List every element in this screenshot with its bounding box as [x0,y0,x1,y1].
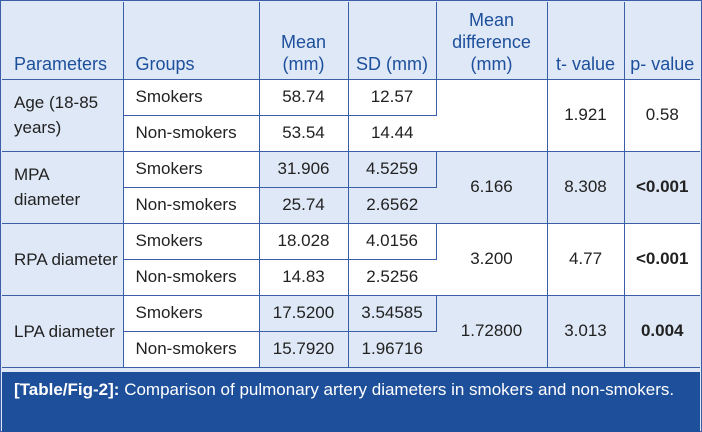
parameter-cell: RPA diameter [2,223,124,296]
sd-cell: 4.0156 [348,223,437,260]
sd-cell: 14.44 [348,115,436,152]
mean-cell: 15.7920 [259,331,349,368]
table-row: MPA diameter Smokers 31.906 4.5259 6.166… [2,151,700,224]
group-cell: Non-smokers [123,259,260,296]
sd-cell: 1.96716 [348,331,436,368]
p-value-cell: <0.001 [624,223,700,296]
table-row: Non-smokers 53.54 14.44 [2,115,700,152]
group-cell: Smokers [123,151,260,188]
sd-cell: 2.6562 [348,187,436,224]
mean-cell: 53.54 [259,115,349,152]
comparison-table: Parameters Groups Mean (mm) SD (mm) Mean… [2,2,700,368]
header-row: Parameters Groups Mean (mm) SD (mm) Mean… [2,2,700,80]
table-row: LPA diameter Smokers 17.5200 3.54585 1.7… [2,295,700,368]
t-value-cell: 3.013 [547,295,625,368]
caption-text: Comparison of pulmonary artery diameters… [124,380,675,399]
table-row: Non-smokers 14.83 2.5256 [2,259,700,296]
header-mean-difference: Mean difference (mm) [436,2,548,80]
mean-cell: 14.83 [259,259,349,296]
group-cell: Non-smokers [123,187,260,224]
sd-cell: 4.5259 [348,151,437,188]
group-cell: Non-smokers [123,331,260,368]
mean-cell: 17.5200 [259,295,349,332]
group-cell: Smokers [123,295,260,332]
header-groups: Groups [123,2,260,80]
parameter-cell: MPA diameter [2,151,124,224]
table-row: Non-smokers 25.74 2.6562 [2,187,700,224]
table-row: Non-smokers 15.7920 1.96716 [2,331,700,368]
caption-tag: [Table/Fig-2]: [14,380,120,399]
parameter-cell: LPA diameter [2,295,124,368]
sd-cell: 3.54585 [348,295,437,332]
header-parameters: Parameters [2,2,124,80]
t-value-cell: 8.308 [547,151,625,224]
mean-difference-cell: 3.200 [436,223,548,296]
mean-cell: 31.906 [259,151,349,188]
figure-caption: [Table/Fig-2]: Comparison of pulmonary a… [2,372,700,432]
p-value-cell: <0.001 [624,151,700,224]
t-value-cell: 4.77 [547,223,625,296]
parameter-cell: Age (18-85 years) [2,79,124,152]
header-mean: Mean (mm) [259,2,349,80]
sd-cell: 2.5256 [348,259,436,296]
header-t-value: t- value [547,2,625,80]
mean-cell: 58.74 [259,79,349,116]
group-cell: Non-smokers [123,115,260,152]
p-value-cell: 0.58 [624,79,700,152]
mean-difference-cell: 6.166 [436,151,548,224]
mean-cell: 18.028 [259,223,349,260]
t-value-cell: 1.921 [547,79,625,152]
group-cell: Smokers [123,223,260,260]
header-sd: SD (mm) [348,2,437,80]
table-row: RPA diameter Smokers 18.028 4.0156 3.200… [2,223,700,296]
mean-difference-cell: 1.72800 [436,295,548,368]
sd-cell: 12.57 [348,79,437,116]
table-row: Age (18-85 years) Smokers 58.74 12.57 1.… [2,79,700,152]
p-value-cell: 0.004 [624,295,700,368]
mean-cell: 25.74 [259,187,349,224]
mean-difference-cell [436,79,548,152]
group-cell: Smokers [123,79,260,116]
header-p-value: p- value [624,2,700,80]
